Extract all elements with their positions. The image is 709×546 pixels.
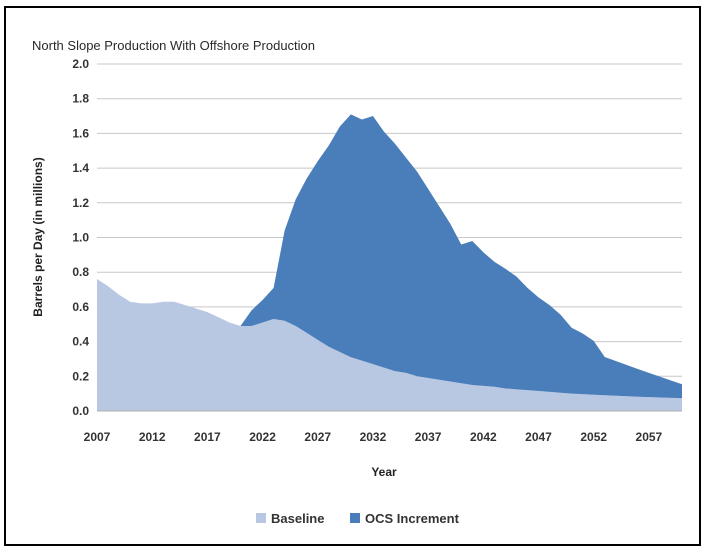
y-axis-label: Barrels per Day (in millions): [31, 157, 45, 316]
area-baseline: [97, 279, 682, 411]
x-tick-label: 2032: [360, 430, 387, 444]
x-tick-label: 2057: [636, 430, 663, 444]
chart-title: North Slope Production With Offshore Pro…: [32, 38, 315, 53]
y-tick-label: 1.8: [72, 92, 89, 106]
y-tick-labels: 0.0 0.2 0.4 0.6 0.8 1.0 1.2 1.4 1.6 1.8 2.0: [72, 57, 89, 418]
legend-swatch-baseline: [256, 513, 266, 523]
x-tick-label: 2007: [84, 430, 111, 444]
y-tick-label: 1.0: [72, 231, 89, 245]
x-tick-label: 2017: [194, 430, 221, 444]
y-tick-label: 0.6: [72, 300, 89, 314]
legend-label-baseline: Baseline: [271, 511, 324, 526]
legend-label-ocs-increment: OCS Increment: [365, 511, 460, 526]
y-tick-label: 1.2: [72, 196, 89, 210]
y-tick-label: 2.0: [72, 57, 89, 71]
y-tick-label: 0.2: [72, 369, 89, 383]
area-ocs-increment: [97, 114, 682, 399]
y-tick-label: 0.0: [72, 404, 89, 418]
y-tick-label: 1.4: [72, 161, 89, 175]
x-tick-label: 2037: [415, 430, 442, 444]
x-tick-labels: 2007 2012 2017 2022 2027 2032 2037 2042 2047 2052…: [84, 430, 663, 444]
y-tick-label: 1.6: [72, 126, 89, 140]
x-tick-label: 2022: [249, 430, 276, 444]
legend: Baseline OCS Increment: [256, 511, 460, 526]
area-series: [97, 114, 682, 411]
x-axis-label: Year: [371, 465, 397, 479]
y-tick-label: 0.8: [72, 265, 89, 279]
x-tick-label: 2012: [139, 430, 166, 444]
x-tick-label: 2052: [580, 430, 607, 444]
x-tick-label: 2047: [525, 430, 552, 444]
y-tick-label: 0.4: [72, 335, 89, 349]
legend-swatch-ocs-increment: [350, 513, 360, 523]
x-tick-label: 2027: [304, 430, 331, 444]
x-tick-label: 2042: [470, 430, 497, 444]
